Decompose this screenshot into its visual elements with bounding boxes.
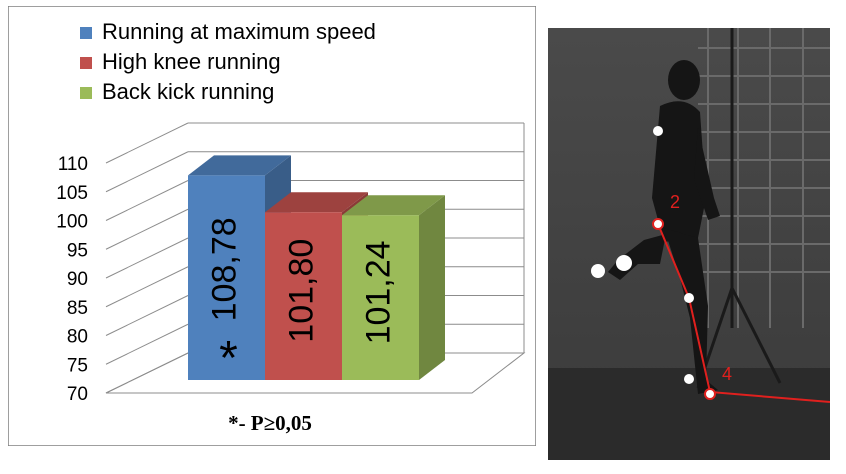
y-axis-tick-labels: 70 75 80 85 90 95 100 105 110 xyxy=(56,154,88,405)
bar-3: 101,24 xyxy=(342,195,445,380)
bar-top-face xyxy=(265,192,368,213)
bar-chart-panel: 70 75 80 85 90 95 100 105 110 108,78 101,80 101,24… xyxy=(7,5,537,447)
marker-2 xyxy=(652,218,664,230)
legend-swatch xyxy=(80,87,92,99)
chart-bars: 108,78 101,80 101,24 * xyxy=(188,155,445,385)
marker-4 xyxy=(704,388,716,400)
y-tick-label: 85 xyxy=(67,298,88,319)
gridline-side xyxy=(105,352,189,394)
legend-label: Running at maximum speed xyxy=(102,19,376,44)
bar-top-face xyxy=(342,195,445,216)
y-tick-label: 95 xyxy=(67,240,88,261)
gridline-side xyxy=(105,122,189,164)
gridline-side xyxy=(105,323,189,365)
marker-label-4: 4 xyxy=(722,364,732,384)
gridline-side xyxy=(105,208,189,250)
y-tick-label: 110 xyxy=(58,154,88,175)
bar-side-face xyxy=(419,195,445,380)
gridline-side xyxy=(105,295,189,336)
bar-value-label: 101,24 xyxy=(359,240,397,344)
y-tick-label: 70 xyxy=(67,384,88,405)
bar-value-label: 108,78 xyxy=(205,217,243,321)
legend-label: High knee running xyxy=(102,49,281,74)
marker-label-2: 2 xyxy=(670,192,680,212)
legend-swatch xyxy=(80,57,92,69)
y-tick-label: 105 xyxy=(56,183,88,204)
bar-value-label: 101,80 xyxy=(282,239,320,343)
bar-top-face xyxy=(188,155,291,176)
reflective-markers xyxy=(591,126,694,384)
y-tick-label: 75 xyxy=(67,355,88,376)
motion-capture-photo: 2 4 xyxy=(548,28,831,460)
bar-front-face xyxy=(342,215,419,380)
significance-footnote: *- P≥0,05 xyxy=(228,411,312,435)
bar-chart: 70 75 80 85 90 95 100 105 110 108,78 101,80 101,24… xyxy=(7,5,537,447)
wall-bars xyxy=(698,28,830,328)
bar-front-face xyxy=(188,175,265,380)
motion-capture-image: 2 4 xyxy=(548,28,831,460)
joint-connection-lines xyxy=(657,223,831,403)
gridline-side xyxy=(105,180,189,221)
bar-front-face xyxy=(265,212,342,380)
gridline-side xyxy=(105,151,189,193)
gridline-side xyxy=(105,266,189,308)
y-tick-label: 100 xyxy=(56,212,88,233)
gridline-side xyxy=(105,237,189,279)
legend-label: Back kick running xyxy=(102,79,274,104)
y-tick-label: 90 xyxy=(67,269,88,290)
legend-swatch xyxy=(80,27,92,39)
significance-asterisk: * xyxy=(219,332,238,385)
chart-legend: Running at maximum speed High knee runnin… xyxy=(80,19,376,104)
y-tick-label: 80 xyxy=(67,327,88,348)
